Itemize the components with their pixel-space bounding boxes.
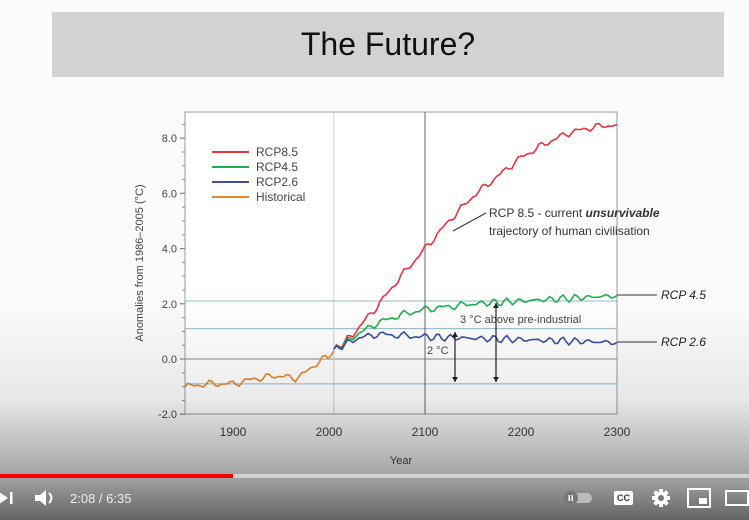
x-tick-label: 2000 xyxy=(316,425,343,439)
y-axis-label: Anomalies from 1986–2005 (°C) xyxy=(134,184,146,341)
rcp85-annotation: RCP 8.5 - current unsurvivable xyxy=(489,206,660,220)
x-tick-label: 2300 xyxy=(604,425,631,439)
next-button[interactable] xyxy=(0,490,16,506)
two-degree-label: 2 °C xyxy=(427,345,449,357)
captions-button[interactable]: CC xyxy=(614,491,633,505)
rcp45-label: RCP 4.5 xyxy=(661,288,706,302)
legend-label: RCP4.5 xyxy=(256,160,298,174)
gear-icon xyxy=(652,489,670,507)
rcp26-label: RCP 2.6 xyxy=(661,335,706,349)
legend-label: RCP8.5 xyxy=(256,145,298,159)
theater-icon xyxy=(725,490,749,506)
player-controls: 2:08 / 6:35 CC xyxy=(0,480,749,516)
plot-area xyxy=(184,111,618,415)
legend-label: RCP2.6 xyxy=(256,175,298,189)
autoplay-toggle-icon xyxy=(564,491,592,505)
annotation-pointer xyxy=(452,212,487,232)
x-tick-label: 2200 xyxy=(508,425,535,439)
y-tick-label: 2.0 xyxy=(162,299,177,311)
rcp85-annotation-line2: trajectory of human civilisation xyxy=(489,224,650,238)
miniplayer-icon xyxy=(687,488,711,508)
progress-bar[interactable] xyxy=(0,474,749,478)
volume-icon xyxy=(35,490,53,506)
slide-title: The Future? xyxy=(52,12,724,77)
x-tick-label: 2100 xyxy=(412,425,439,439)
autoplay-toggle[interactable] xyxy=(564,491,592,505)
y-tick-label: 4.0 xyxy=(162,244,177,256)
y-tick-label: -2.0 xyxy=(158,409,177,421)
next-icon xyxy=(0,492,13,504)
progress-fill xyxy=(0,474,233,478)
miniplayer-button[interactable] xyxy=(687,488,711,508)
settings-button[interactable] xyxy=(651,488,671,508)
x-tick-label: 1900 xyxy=(220,425,247,439)
y-tick-label: 0.0 xyxy=(162,354,177,366)
time-display: 2:08 / 6:35 xyxy=(70,490,132,506)
three-degree-label: 3 °C above pre-industrial xyxy=(460,314,581,326)
y-tick-label: 6.0 xyxy=(162,188,177,200)
theater-mode-button[interactable] xyxy=(725,488,749,508)
cc-icon: CC xyxy=(614,491,633,505)
mute-button[interactable] xyxy=(30,487,60,509)
y-tick-label: 8.0 xyxy=(162,133,177,145)
legend-label: Historical xyxy=(256,190,305,204)
x-axis-label: Year xyxy=(390,455,413,467)
